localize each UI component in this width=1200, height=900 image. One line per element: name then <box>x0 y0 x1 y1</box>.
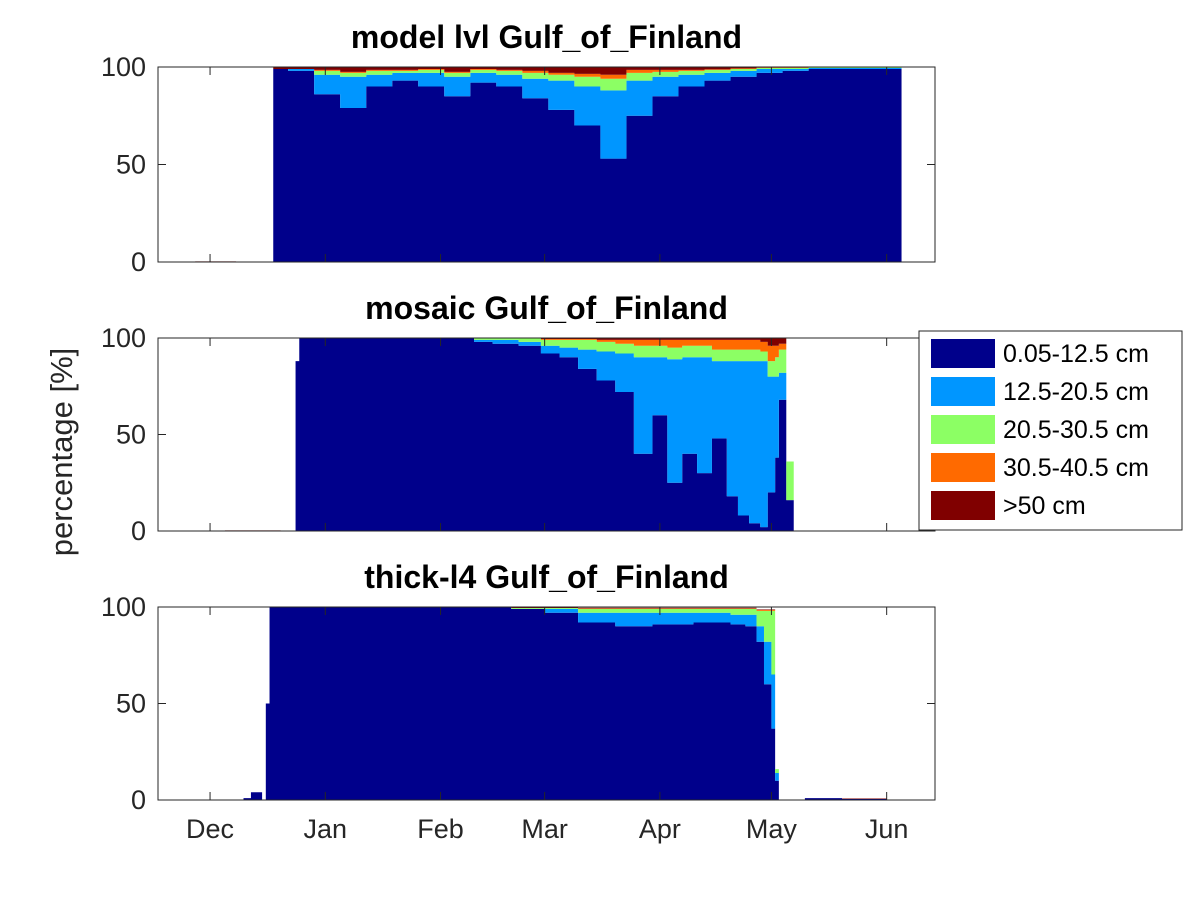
chart-title: thick-l4 Gulf_of_Finland <box>364 559 728 595</box>
y-tick-label: 50 <box>116 150 146 180</box>
legend-swatch <box>931 491 995 520</box>
x-tick-label: Dec <box>186 814 234 844</box>
series-group <box>224 338 794 531</box>
series-area-1 <box>210 607 887 800</box>
y-tick-label: 50 <box>116 420 146 450</box>
x-tick-label: Feb <box>417 814 464 844</box>
series-area-2 <box>224 338 794 531</box>
legend-label: 0.05-12.5 cm <box>1003 340 1149 368</box>
chart-title: mosaic Gulf_of_Finland <box>365 290 728 326</box>
y-tick-label: 0 <box>131 516 146 546</box>
x-tick-label: Jun <box>865 814 909 844</box>
chart-panel-1: 0 50 100 model lvl Gulf_of_Finland <box>101 19 936 277</box>
x-tick-label: May <box>746 814 798 844</box>
legend-swatch <box>931 377 995 406</box>
panels: 0 50 100 model lvl Gulf_of_Finland 0 50 100 mos… <box>101 19 936 844</box>
y-axis-label: percentage [%] <box>44 348 79 557</box>
x-tick-label: Jan <box>304 814 348 844</box>
x-tick-label: Mar <box>521 814 568 844</box>
series-area-3 <box>224 338 794 531</box>
series-area-2 <box>195 67 902 262</box>
legend-swatch <box>931 339 995 368</box>
y-tick-label: 100 <box>101 323 146 353</box>
x-tick-label: Apr <box>639 814 681 844</box>
y-tick-label: 0 <box>131 785 146 815</box>
y-tick-label: 100 <box>101 52 146 82</box>
legend-swatch <box>931 453 995 482</box>
y-tick-label: 50 <box>116 689 146 719</box>
chart-panel-3: 0 50 100 Dec Jan Feb Mar Apr May Jun thick-l4 Gulf… <box>101 559 936 844</box>
series-area-1 <box>224 338 794 531</box>
chart-title: model lvl Gulf_of_Finland <box>351 19 742 55</box>
y-tick-label: 0 <box>131 247 146 277</box>
legend: 0.05-12.5 cm 12.5-20.5 cm 20.5-30.5 cm 30.5… <box>918 330 1183 531</box>
legend-label: >50 cm <box>1003 492 1086 520</box>
legend-label: 20.5-30.5 cm <box>1003 416 1149 444</box>
legend-swatch <box>931 415 995 444</box>
series-group <box>210 607 887 800</box>
series-group <box>195 67 902 262</box>
series-area-1 <box>195 68 902 262</box>
chart-panel-2: 0 50 100 mosaic Gulf_of_Finland <box>101 290 936 546</box>
legend-label: 30.5-40.5 cm <box>1003 454 1149 482</box>
legend-label: 12.5-20.5 cm <box>1003 378 1149 406</box>
y-tick-label: 100 <box>101 592 146 622</box>
